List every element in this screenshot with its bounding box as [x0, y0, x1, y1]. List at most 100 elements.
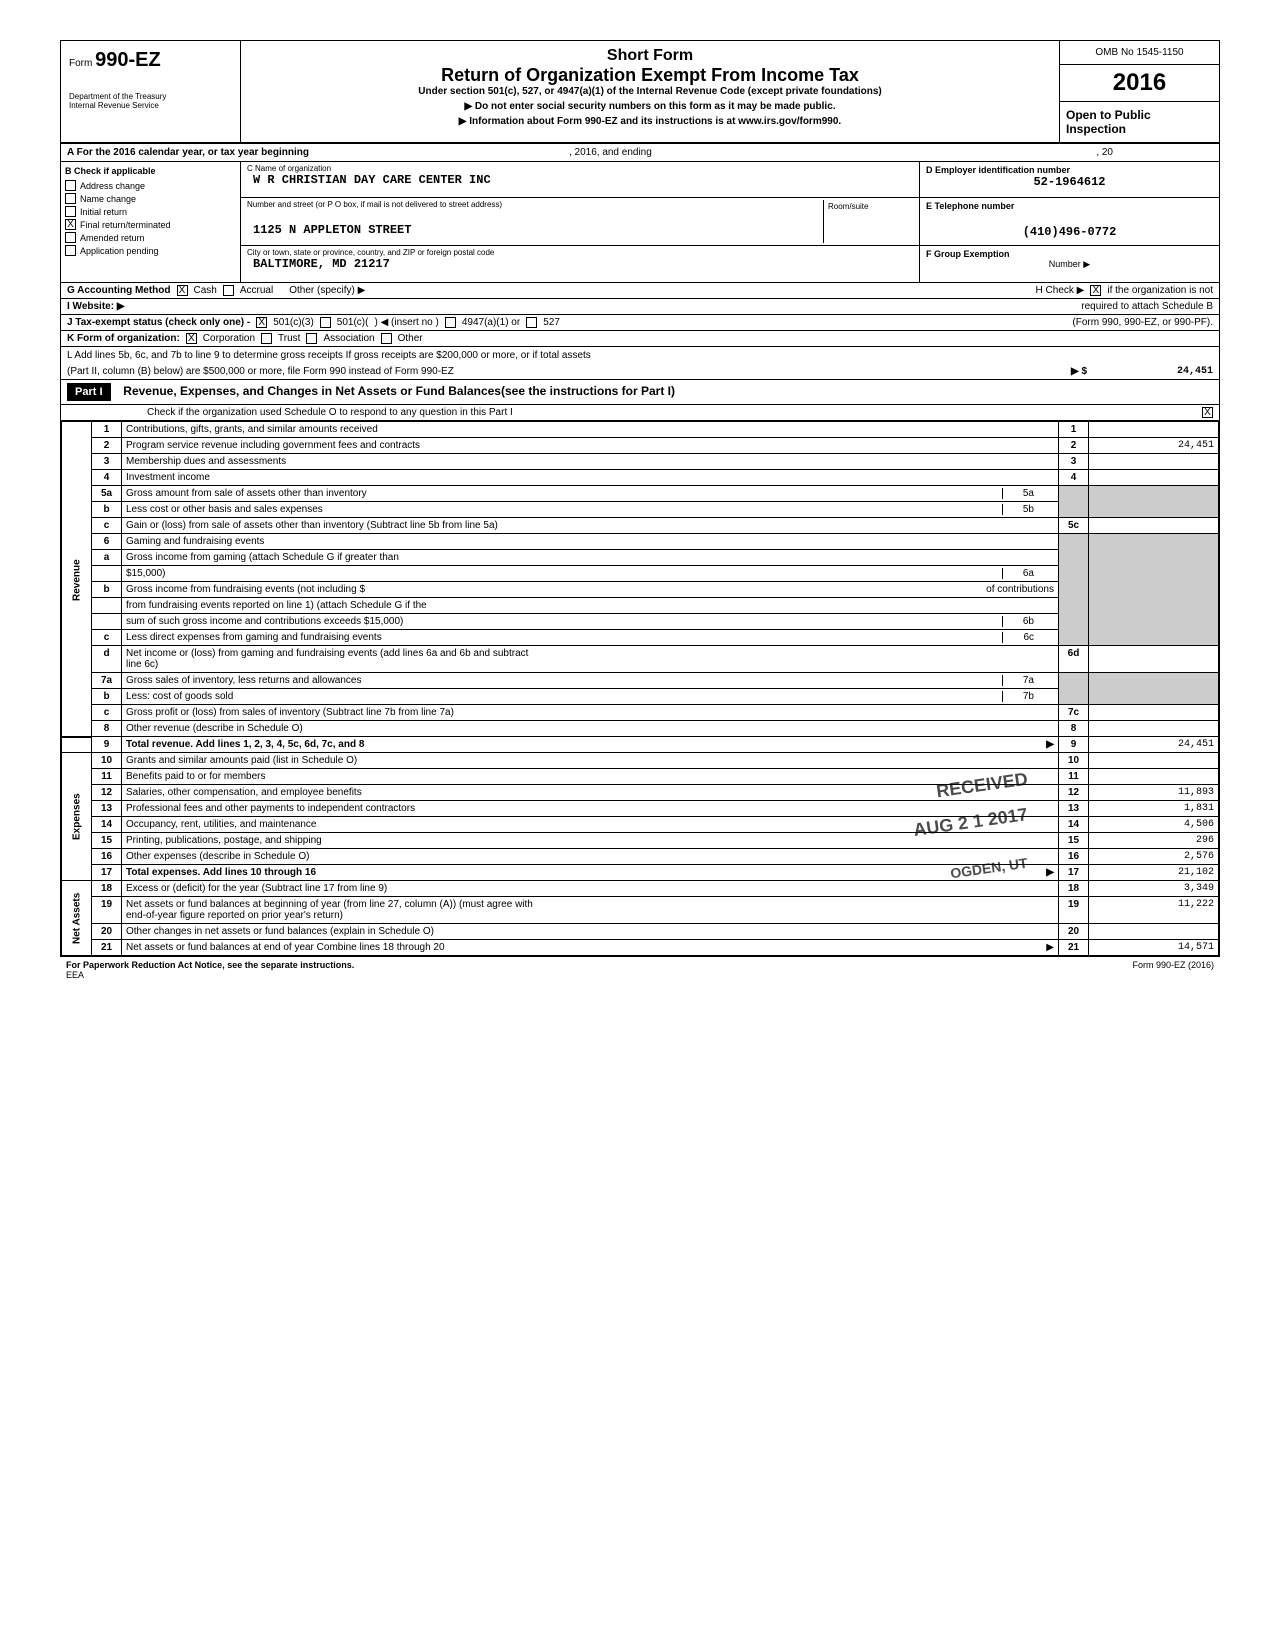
- line21-num: 21: [1059, 940, 1089, 956]
- checkbox-cash[interactable]: X: [177, 285, 188, 296]
- line14-desc: Occupancy, rent, utilities, and maintena…: [122, 817, 1059, 833]
- title-return: Return of Organization Exempt From Incom…: [247, 65, 1053, 86]
- line6c-mid: 6c: [1002, 632, 1054, 643]
- cb-addr-label: Address change: [80, 181, 145, 191]
- lines-table: Revenue 1Contributions, gifts, grants, a…: [61, 421, 1219, 956]
- line5c-no: c: [92, 518, 122, 534]
- line16-no: 16: [92, 849, 122, 865]
- line17-val: 21,102: [1089, 865, 1219, 881]
- dept-irs: Internal Revenue Service: [69, 101, 232, 110]
- line21-no: 21: [92, 940, 122, 956]
- line5b-mid: 5b: [1002, 504, 1054, 515]
- checkbox-4947[interactable]: [445, 317, 456, 328]
- checkbox-other[interactable]: [381, 333, 392, 344]
- cb-name-label: Name change: [80, 194, 136, 204]
- l-text2: (Part II, column (B) below) are $500,000…: [67, 366, 454, 377]
- checkbox-amended[interactable]: Amended return: [65, 232, 236, 243]
- line6a2-no: [92, 566, 122, 582]
- checkbox-schedo[interactable]: X: [1202, 407, 1213, 418]
- line7b-mid: 7b: [1002, 691, 1054, 702]
- ein-label: D Employer identification number: [926, 165, 1213, 175]
- row-g: G Accounting Method XCash Accrual Other …: [61, 283, 1219, 299]
- line5a-mid: 5a: [1002, 488, 1054, 499]
- section-b-label: B Check if applicable: [65, 166, 236, 176]
- checkbox-trust[interactable]: [261, 333, 272, 344]
- title-short: Short Form: [247, 47, 1053, 65]
- line2-num: 2: [1059, 438, 1089, 454]
- h-text2: required to attach Schedule B: [1081, 301, 1213, 312]
- line7c-val: [1089, 705, 1219, 721]
- line5a-text: Gross amount from sale of assets other t…: [126, 488, 367, 499]
- open-public: Open to Public Inspection: [1060, 102, 1219, 142]
- line8-num: 8: [1059, 721, 1089, 737]
- line15-val: 296: [1089, 833, 1219, 849]
- line6a-mid: 6a: [1002, 568, 1054, 579]
- line7b-text: Less: cost of goods sold: [126, 691, 233, 702]
- line18-desc: Excess or (deficit) for the year (Subtra…: [122, 881, 1059, 897]
- line13-val: 1,831: [1089, 801, 1219, 817]
- street-value: 1125 N APPLETON STREET: [247, 223, 823, 237]
- section-bc: B Check if applicable Address change Nam…: [61, 162, 1219, 283]
- line6d-val: [1089, 646, 1219, 673]
- subtitle: Under section 501(c), 527, or 4947(a)(1)…: [247, 86, 1053, 97]
- cash-label: Cash: [194, 285, 217, 296]
- line21-desc: Net assets or fund balances at end of ye…: [122, 940, 1059, 956]
- line7-shade: [1059, 673, 1089, 705]
- line9-desc: Total revenue. Add lines 1, 2, 3, 4, 5c,…: [122, 737, 1059, 753]
- line5-shadeval: [1089, 486, 1219, 518]
- checkbox-address[interactable]: Address change: [65, 180, 236, 191]
- part1-label: Part I: [67, 383, 111, 401]
- line6-desc: Gaming and fundraising events: [122, 534, 1059, 550]
- line19-desc: Net assets or fund balances at beginning…: [122, 897, 1059, 924]
- line8-val: [1089, 721, 1219, 737]
- row-l2: (Part II, column (B) below) are $500,000…: [61, 364, 1219, 380]
- row-j: J Tax-exempt status (check only one) - X…: [61, 315, 1219, 331]
- line15-num: 15: [1059, 833, 1089, 849]
- opt-501c: 501(c)(: [337, 317, 369, 328]
- checkbox-initial[interactable]: Initial return: [65, 206, 236, 217]
- line19-text: Net assets or fund balances at beginning…: [126, 899, 533, 910]
- checkbox-final[interactable]: XFinal return/terminated: [65, 219, 236, 230]
- row-l1: L Add lines 5b, 6c, and 7b to line 9 to …: [61, 347, 1219, 364]
- checkbox-501c[interactable]: [320, 317, 331, 328]
- checkbox-name[interactable]: Name change: [65, 193, 236, 204]
- checkbox-527[interactable]: [526, 317, 537, 328]
- line6c-no: c: [92, 630, 122, 646]
- line7a-no: 7a: [92, 673, 122, 689]
- part1-header-row: Part I Revenue, Expenses, and Changes in…: [61, 380, 1219, 405]
- footer-right: Form 990-EZ (2016): [1132, 960, 1214, 980]
- line5b-desc: Less cost or other basis and sales expen…: [122, 502, 1059, 518]
- group-exempt-number: Number ▶: [926, 259, 1213, 270]
- revenue-side-label: Revenue: [62, 422, 92, 737]
- h-text: if the organization is not: [1107, 285, 1213, 296]
- inspection-text: Inspection: [1066, 122, 1126, 136]
- line17-no: 17: [92, 865, 122, 881]
- line17-arrow: ▶: [1046, 867, 1054, 878]
- form-footer: For Paperwork Reduction Act Notice, see …: [60, 957, 1220, 983]
- line11-desc: Benefits paid to or for members: [122, 769, 1059, 785]
- cb-amend-label: Amended return: [80, 233, 145, 243]
- opt-501c3: 501(c)(3): [273, 317, 314, 328]
- other-label: Other (specify) ▶: [289, 285, 365, 296]
- checkbox-501c3[interactable]: X: [256, 317, 267, 328]
- checkbox-assoc[interactable]: [306, 333, 317, 344]
- opt-4947: 4947(a)(1) or: [462, 317, 520, 328]
- line20-num: 20: [1059, 924, 1089, 940]
- line13-num: 13: [1059, 801, 1089, 817]
- checkbox-h[interactable]: X: [1090, 285, 1101, 296]
- checkbox-accrual[interactable]: [223, 285, 234, 296]
- col-def: D Employer identification number 52-1964…: [919, 162, 1219, 282]
- line7a-desc: Gross sales of inventory, less returns a…: [122, 673, 1059, 689]
- room-suite: Room/suite: [823, 200, 913, 243]
- line6-shadeval: [1089, 534, 1219, 646]
- line6b-text: Gross income from fundraising events (no…: [126, 584, 365, 595]
- line2-no: 2: [92, 438, 122, 454]
- line21-val: 14,571: [1089, 940, 1219, 956]
- checkbox-pending[interactable]: Application pending: [65, 245, 236, 256]
- line6a-desc: Gross income from gaming (attach Schedul…: [122, 550, 1059, 566]
- line6c-desc: Less direct expenses from gaming and fun…: [122, 630, 1059, 646]
- line5b-text: Less cost or other basis and sales expen…: [126, 504, 323, 515]
- checkbox-corp[interactable]: X: [186, 333, 197, 344]
- line7a-text: Gross sales of inventory, less returns a…: [126, 675, 361, 686]
- line5a-no: 5a: [92, 486, 122, 502]
